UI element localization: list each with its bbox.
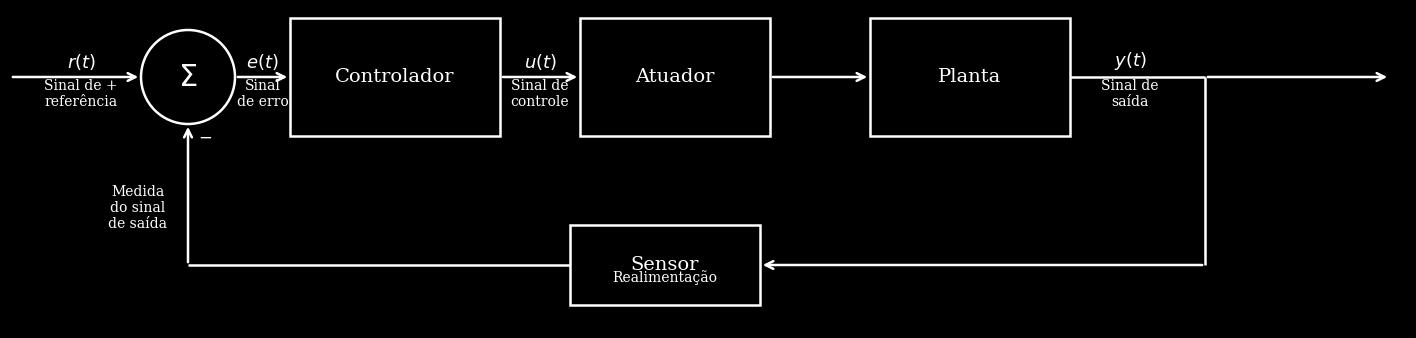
Text: $y(t)$: $y(t)$ <box>1113 50 1147 72</box>
Text: controle: controle <box>511 95 569 109</box>
Text: Sinal: Sinal <box>245 79 280 93</box>
Text: saída: saída <box>1112 95 1148 109</box>
Ellipse shape <box>142 30 235 124</box>
Text: referência: referência <box>44 95 118 109</box>
Text: $r(t)$: $r(t)$ <box>67 52 95 72</box>
Text: Realimentação: Realimentação <box>613 270 718 285</box>
Text: Planta: Planta <box>939 68 1001 86</box>
Bar <box>571 225 760 305</box>
Text: do sinal: do sinal <box>110 201 166 215</box>
Text: Atuador: Atuador <box>636 68 715 86</box>
Text: Sinal de: Sinal de <box>1102 79 1158 93</box>
Text: Sinal de: Sinal de <box>511 79 569 93</box>
Text: Sensor: Sensor <box>630 256 700 274</box>
Text: $e(t)$: $e(t)$ <box>246 52 279 72</box>
Text: Medida: Medida <box>112 185 164 199</box>
Bar <box>290 18 500 136</box>
Text: $u(t)$: $u(t)$ <box>524 52 556 72</box>
Bar <box>869 18 1070 136</box>
Bar <box>581 18 770 136</box>
Text: Controlador: Controlador <box>336 68 455 86</box>
Text: de erro: de erro <box>236 95 289 109</box>
Text: Sinal de +: Sinal de + <box>44 79 118 93</box>
Text: −: − <box>198 130 212 147</box>
Text: de saída: de saída <box>109 217 167 231</box>
Text: $\Sigma$: $\Sigma$ <box>178 62 198 93</box>
